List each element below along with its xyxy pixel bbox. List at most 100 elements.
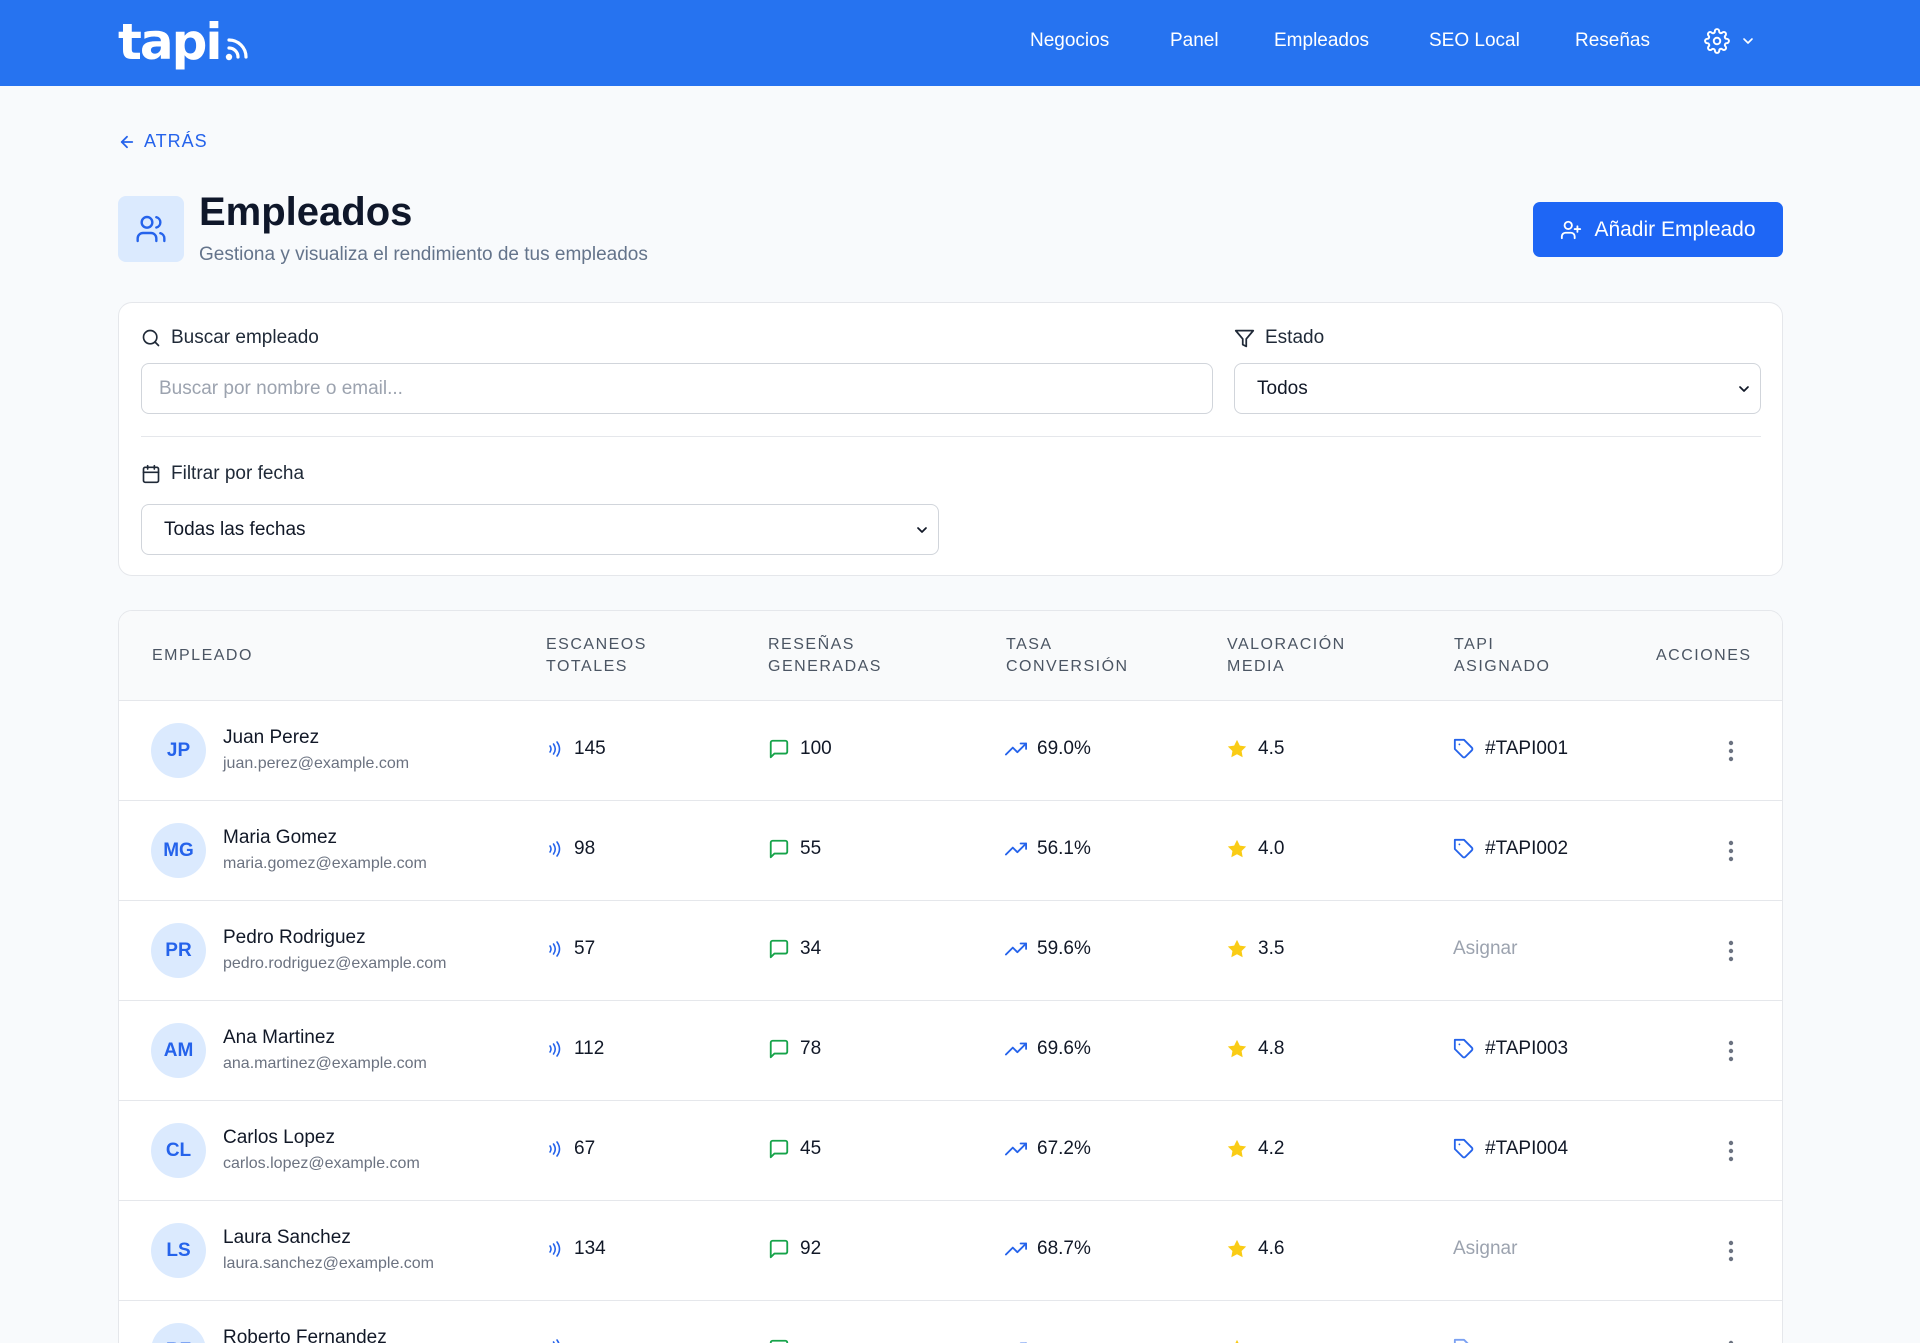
- employee-email: juan.perez@example.com: [223, 755, 410, 772]
- tapi-logo[interactable]: tapi: [118, 14, 253, 70]
- table-row[interactable]: MG Maria Gomez maria.gomez@example.com 9…: [119, 801, 1782, 901]
- table-row[interactable]: RF Roberto Fernandez: [119, 1301, 1782, 1343]
- tapi-value: Asignar: [1453, 1238, 1518, 1259]
- date-select-value: Todas las fechas: [164, 518, 306, 540]
- trending-up-icon: [1005, 942, 1027, 956]
- tapi-value: #TAPI001: [1485, 738, 1569, 759]
- tapi-cell[interactable]: #TAPI001: [1453, 738, 1568, 760]
- reviews-cell: [768, 1338, 800, 1343]
- row-actions-menu[interactable]: [1719, 1237, 1743, 1265]
- table-row[interactable]: LS Laura Sanchez laura.sanchez@example.c…: [119, 1201, 1782, 1301]
- conversion-cell: 68.7%: [1005, 1238, 1091, 1260]
- row-actions-menu[interactable]: [1719, 1137, 1743, 1165]
- employee-name[interactable]: Ana Martinez: [223, 1027, 335, 1048]
- date-label-text: Filtrar por fecha: [171, 463, 305, 484]
- add-employee-button[interactable]: Añadir Empleado: [1533, 202, 1783, 257]
- tapi-cell[interactable]: #TAPI004: [1453, 1138, 1568, 1160]
- nav-empleados[interactable]: Empleados: [1274, 30, 1370, 51]
- table-row[interactable]: AM Ana Martinez ana.martinez@example.com…: [119, 1001, 1782, 1101]
- nav-negocios[interactable]: Negocios: [1030, 30, 1110, 51]
- row-actions-menu[interactable]: [1719, 737, 1743, 765]
- scans-value: 67: [574, 1138, 596, 1159]
- tapi-value: #TAPI004: [1485, 1138, 1569, 1159]
- trending-up-icon: [1005, 1242, 1027, 1256]
- filter-icon: [1234, 329, 1255, 347]
- rating-cell: 4.0: [1226, 838, 1284, 860]
- nav-resenas[interactable]: Reseñas: [1575, 30, 1650, 51]
- scans-cell: 145: [548, 738, 606, 760]
- date-select[interactable]: Todas las fechas: [141, 504, 939, 555]
- tapi-cell[interactable]: #TAPI002: [1453, 838, 1568, 860]
- nav-panel[interactable]: Panel: [1170, 30, 1219, 51]
- search-input[interactable]: [141, 363, 1213, 414]
- conversion-value: 59.6%: [1037, 938, 1091, 959]
- tapi-cell[interactable]: [1453, 1338, 1485, 1343]
- tapi-cell[interactable]: Asignar: [1453, 938, 1517, 960]
- rating-value: 4.5: [1258, 738, 1285, 759]
- reviews-value: 34: [800, 938, 822, 959]
- employee-name[interactable]: Pedro Rodriguez: [223, 927, 366, 948]
- nav-seo-local[interactable]: SEO Local: [1429, 30, 1520, 51]
- employee-email: carlos.lopez@example.com: [223, 1155, 420, 1172]
- employee-name[interactable]: Laura Sanchez: [223, 1227, 351, 1248]
- th-reviews-line1: RESEÑAS: [768, 636, 855, 653]
- users-icon: [136, 215, 166, 243]
- row-actions-menu[interactable]: [1719, 837, 1743, 865]
- row-actions-menu[interactable]: [1719, 1337, 1743, 1343]
- trending-up-icon: [1005, 742, 1027, 756]
- th-reviews: RESEÑAS GENERADAS: [768, 634, 882, 678]
- tapi-cell[interactable]: Asignar: [1453, 1238, 1517, 1260]
- page-subtitle: Gestiona y visualiza el rendimiento de t…: [199, 244, 648, 265]
- avatar: PR: [151, 923, 206, 978]
- th-tapi-line2: ASIGNADO: [1454, 658, 1551, 675]
- tapi-cell[interactable]: #TAPI003: [1453, 1038, 1568, 1060]
- employee-name[interactable]: Roberto Fernandez: [223, 1327, 387, 1343]
- more-vertical-icon: [1728, 1040, 1734, 1062]
- trending-up-icon: [1019, 1342, 1027, 1343]
- table-row[interactable]: JP Juan Perez juan.perez@example.com 145…: [119, 701, 1782, 801]
- avatar-initials: JP: [166, 739, 191, 761]
- table-row[interactable]: CL Carlos Lopez carlos.lopez@example.com…: [119, 1101, 1782, 1201]
- reviews-value: 100: [800, 738, 832, 759]
- avatar: LS: [151, 1223, 206, 1278]
- reviews-cell: 55: [768, 838, 821, 860]
- employee-name[interactable]: Maria Gomez: [223, 827, 338, 848]
- employee-name[interactable]: Carlos Lopez: [223, 1127, 335, 1148]
- search-icon: [142, 329, 160, 347]
- back-link[interactable]: ATRÁS: [118, 131, 208, 152]
- scans-value: 98: [574, 838, 596, 859]
- status-label: Estado: [1234, 327, 1324, 349]
- th-rating-line2: MEDIA: [1227, 658, 1286, 675]
- status-select[interactable]: Todos: [1234, 363, 1761, 414]
- scans-cell: 98: [548, 838, 595, 860]
- conversion-value: 69.6%: [1037, 1038, 1091, 1059]
- star-icon: [1235, 1339, 1239, 1343]
- th-tapi-line1: TAPI: [1454, 636, 1495, 653]
- rating-cell: 3.5: [1226, 938, 1284, 960]
- filters-divider: [141, 436, 1761, 437]
- table-row[interactable]: PR Pedro Rodriguez pedro.rodriguez@examp…: [119, 901, 1782, 1001]
- more-vertical-icon: [1728, 840, 1734, 862]
- scans-cell: [548, 1338, 574, 1343]
- status-label-text: Estado: [1265, 327, 1325, 348]
- conversion-cell: 69.6%: [1005, 1038, 1091, 1060]
- tag-icon: [1453, 1338, 1469, 1343]
- star-icon: [1227, 739, 1247, 758]
- nfc-signal-icon: [549, 741, 561, 757]
- th-employee: EMPLEADO: [152, 645, 253, 667]
- settings-menu[interactable]: [1704, 28, 1756, 54]
- rating-value: 4.2: [1258, 1138, 1285, 1159]
- employee-name[interactable]: Juan Perez: [223, 727, 320, 748]
- avatar-initials: MG: [163, 839, 194, 861]
- rating-value: 4.6: [1258, 1238, 1285, 1259]
- user-plus-icon: [1561, 220, 1582, 239]
- rating-value: 4.8: [1258, 1038, 1285, 1059]
- back-label: ATRÁS: [144, 131, 208, 151]
- row-actions-menu[interactable]: [1719, 1037, 1743, 1065]
- more-vertical-icon: [1728, 1340, 1734, 1343]
- avatar: RF: [151, 1323, 206, 1343]
- logo-text: tapi: [118, 13, 223, 71]
- status-select-value: Todos: [1257, 377, 1308, 399]
- row-actions-menu[interactable]: [1719, 937, 1743, 965]
- th-reviews-line2: GENERADAS: [768, 658, 882, 675]
